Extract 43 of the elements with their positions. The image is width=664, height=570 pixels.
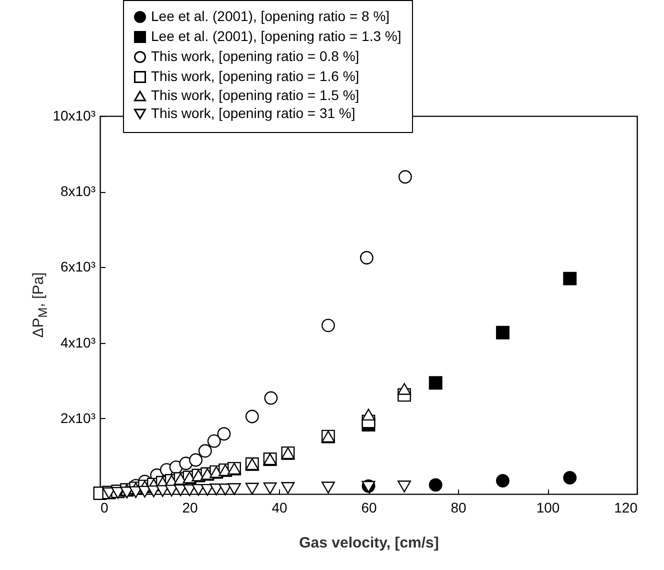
x-axis-title: Gas velocity, [cm/s] [299,534,439,552]
legend-label: Lee et al. (2001), [opening ratio = 8 %] [151,8,390,24]
y-tick-label: 8x10³ [60,183,96,200]
point [428,376,442,390]
legend-label: This work, [opening ratio = 1.5 %] [151,87,360,103]
point [398,170,412,184]
point [362,408,376,421]
legend-label: This work, [opening ratio = 1.6 %] [151,68,360,84]
point [398,383,412,395]
point [360,251,374,264]
x-tick-label: 20 [182,500,198,516]
point [322,318,335,332]
point [496,474,510,488]
x-tick-label: 60 [361,500,377,516]
point [189,453,202,467]
point [496,326,510,340]
y-tick-label: 10x10³ [52,108,96,124]
point [263,482,277,494]
x-tick-label: 80 [450,500,466,516]
point [281,482,295,494]
x-tick-label: 0 [100,500,108,516]
legend-label: This work, [opening ratio = 31 %] [151,105,356,121]
legend-label: Lee et al. (2001), [opening ratio = 1.3 %] [151,28,402,44]
x-tick-label: 40 [272,500,288,516]
point [322,482,335,494]
point [207,434,221,448]
legend-label: This work, [opening ratio = 0.8 %] [151,48,360,64]
point [182,484,196,496]
point [245,410,259,424]
y-tick-label: 2x10³ [60,410,96,426]
point [245,482,259,495]
point [198,444,212,458]
point [228,483,241,495]
point [563,272,577,286]
point [428,478,442,492]
y-tick-label: 4x10³ [60,334,96,350]
x-tick-label: 100 [536,500,560,516]
x-tick-label: 120 [614,500,638,516]
point [264,391,278,405]
point [563,471,577,484]
y-tick-label: 6x10³ [60,258,96,275]
point [217,427,231,441]
point [398,480,412,492]
